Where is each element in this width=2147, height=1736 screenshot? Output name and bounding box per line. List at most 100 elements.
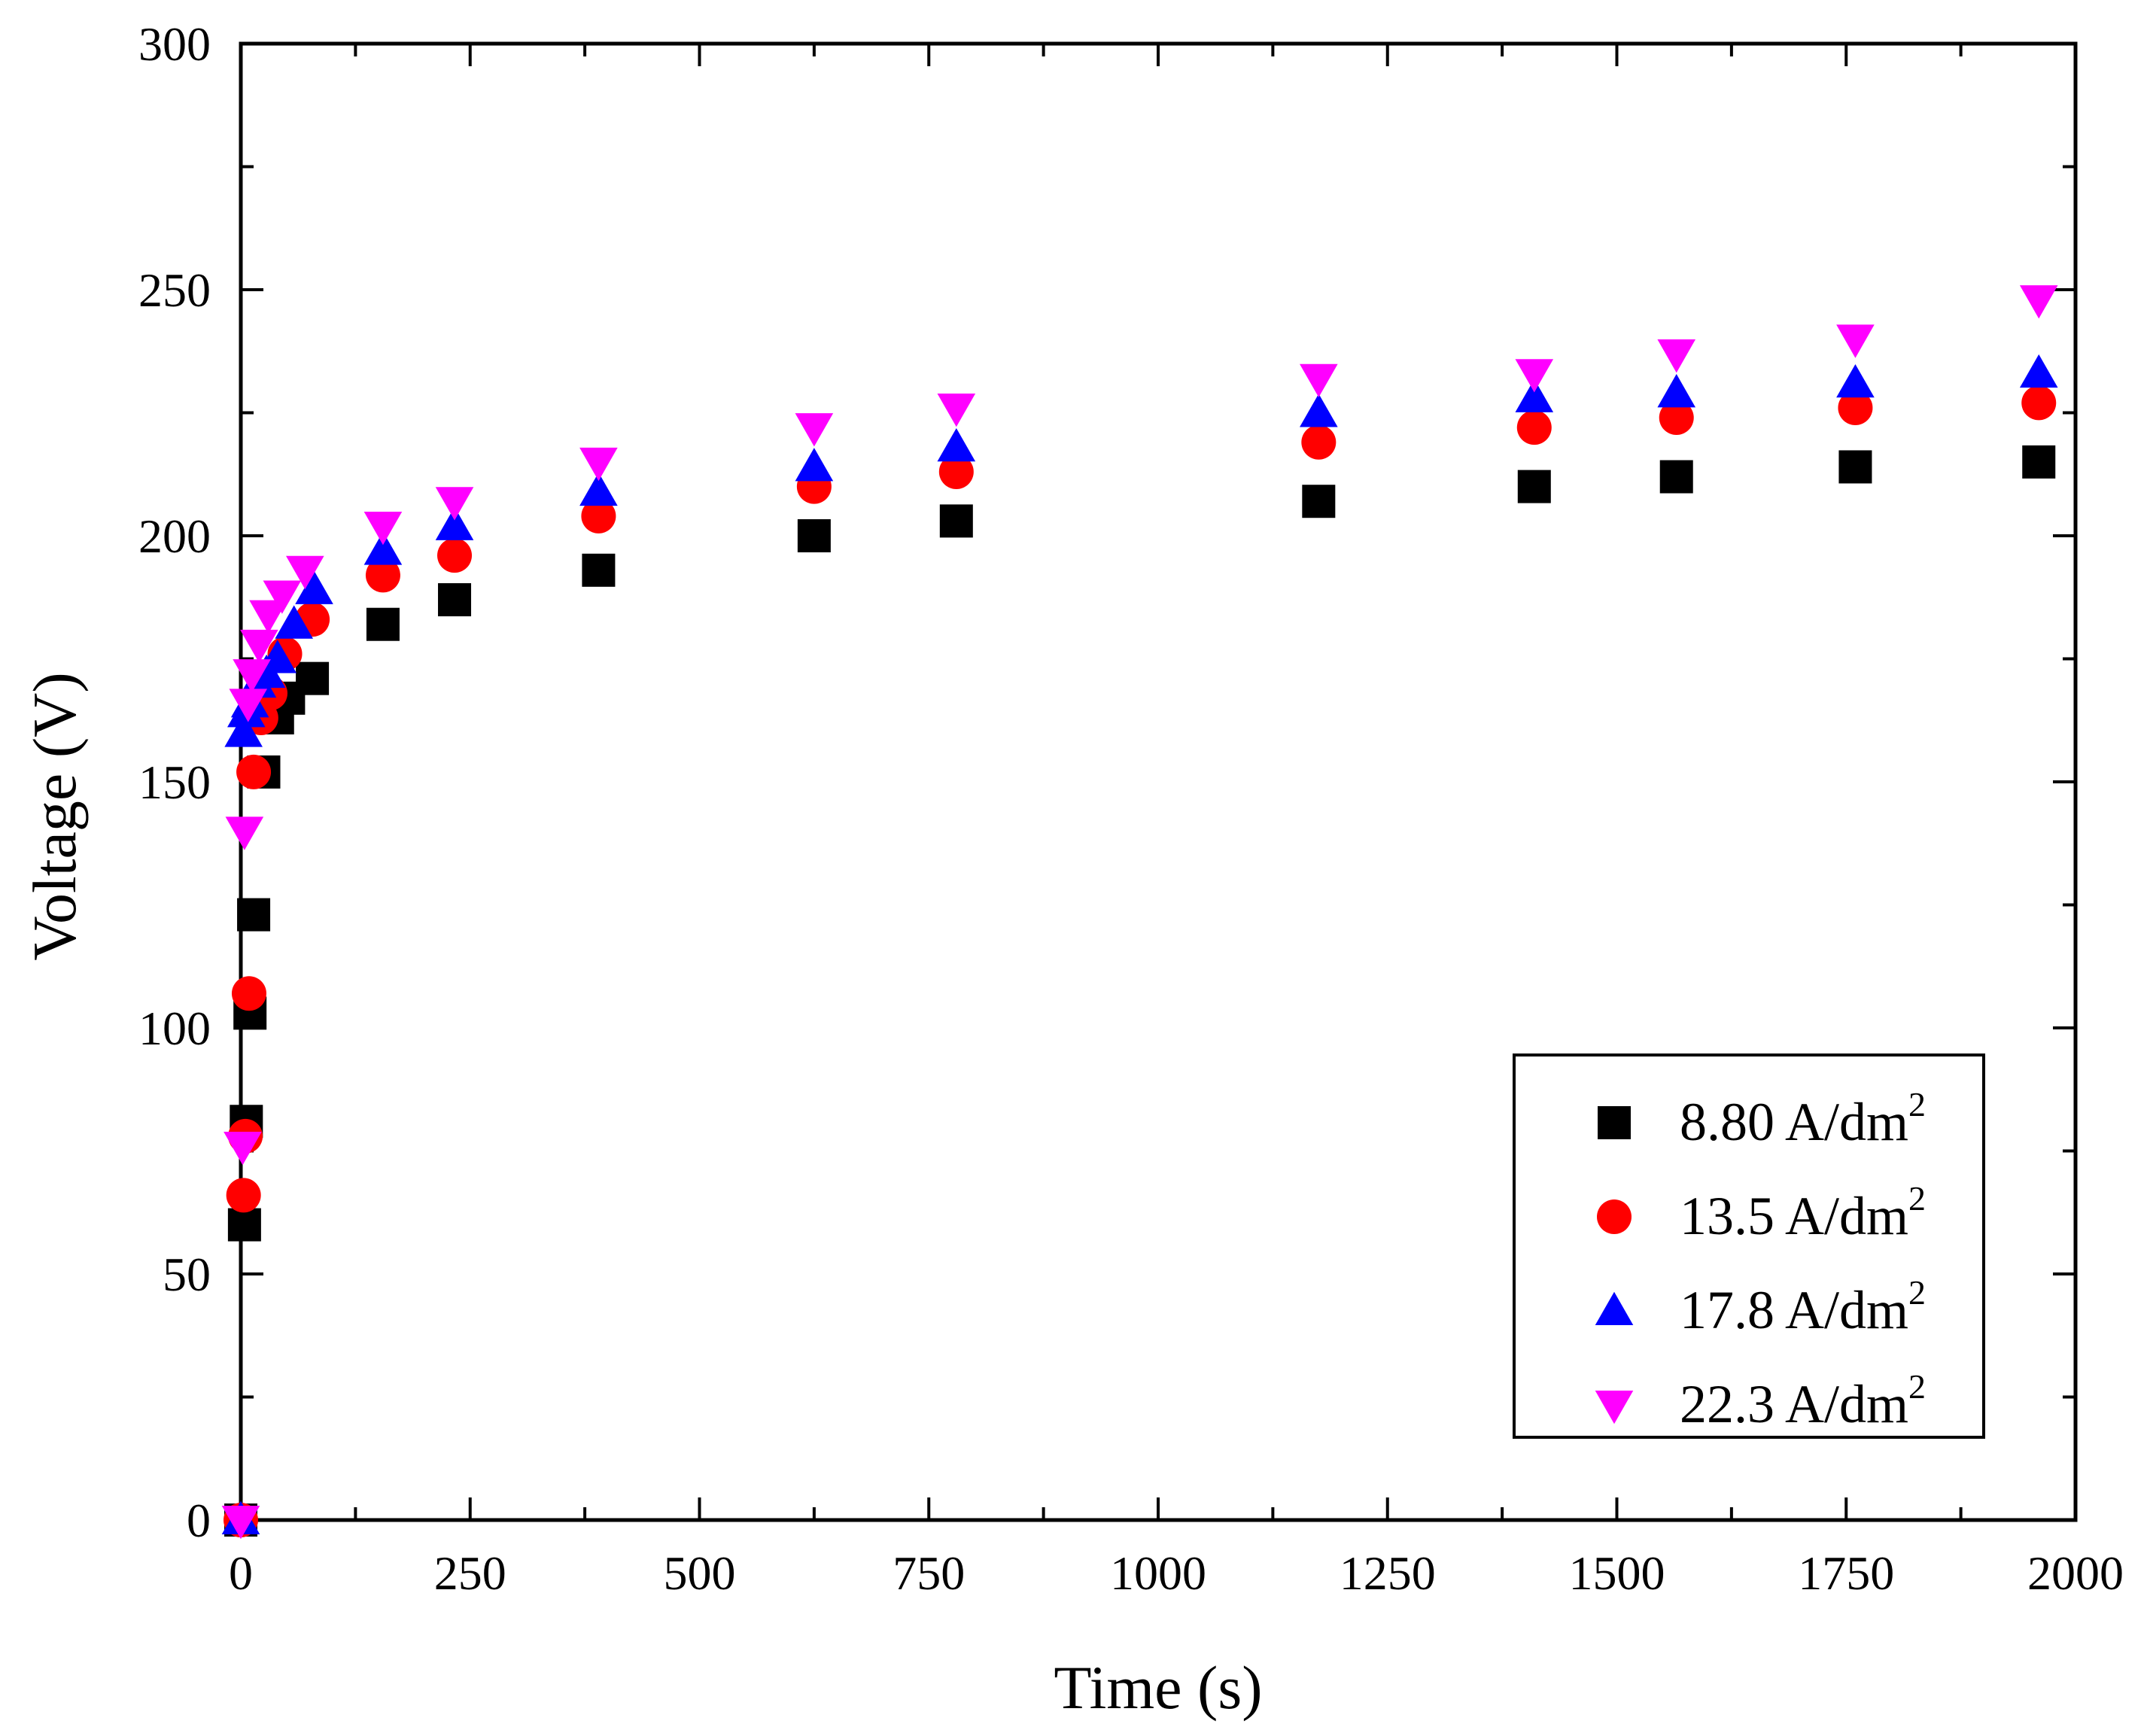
data-point xyxy=(263,580,302,614)
data-point xyxy=(435,487,474,521)
data-point xyxy=(1836,363,1875,398)
y-tick-label: 100 xyxy=(138,1002,211,1055)
legend-label-3: 17.8 A/dm2 xyxy=(1680,1273,1926,1340)
x-tick-label: 500 xyxy=(664,1546,736,1600)
data-point xyxy=(1517,470,1551,503)
legend-label-4: 22.3 A/dm2 xyxy=(1680,1367,1926,1434)
y-tick-label: 0 xyxy=(187,1494,211,1547)
data-point xyxy=(1516,410,1552,445)
series-3 xyxy=(221,354,2058,1534)
data-point xyxy=(1659,460,1693,494)
data-point xyxy=(1300,394,1338,427)
data-point xyxy=(2019,354,2058,388)
legend-entry-1: 8.80 A/dm2 xyxy=(1680,1085,1926,1152)
data-point xyxy=(1301,424,1337,460)
data-point xyxy=(937,427,976,462)
data-point xyxy=(2019,285,2058,319)
axis-ticks xyxy=(239,42,2077,1522)
data-point xyxy=(937,393,976,427)
x-tick-label: 1500 xyxy=(1569,1546,1665,1600)
data-point xyxy=(249,600,287,634)
data-point xyxy=(1657,374,1696,408)
x-tick-label: 1750 xyxy=(1798,1546,1894,1600)
data-point xyxy=(286,555,324,590)
data-point xyxy=(224,1131,262,1166)
data-point xyxy=(939,504,973,538)
data-point xyxy=(296,661,330,695)
y-tick-label: 250 xyxy=(138,263,211,317)
data-point xyxy=(295,570,333,604)
data-point xyxy=(2021,385,2057,421)
data-point xyxy=(240,629,278,664)
data-point xyxy=(224,713,263,747)
data-point xyxy=(1838,390,1873,425)
x-axis-title: Time (s) xyxy=(1054,1653,1262,1722)
x-tick-label: 0 xyxy=(229,1546,253,1600)
legend-symbol-4 xyxy=(1595,1391,1634,1424)
legend-symbol-3 xyxy=(1595,1291,1634,1325)
data-point xyxy=(2022,445,2056,479)
data-point xyxy=(365,558,400,593)
y-tick-label: 50 xyxy=(163,1248,211,1301)
data-point xyxy=(579,447,618,482)
y-axis-title: Voltage (V) xyxy=(20,672,89,960)
data-point xyxy=(366,607,400,641)
data-point xyxy=(229,689,268,722)
series-4 xyxy=(221,285,2058,1540)
axis-tick-labels: 0 250 500 750 1000 1250 1500 1750 2000 0 50 100 150 2… xyxy=(138,17,2124,1600)
x-tick-label: 2000 xyxy=(2027,1546,2124,1600)
data-point xyxy=(233,659,271,693)
data-point xyxy=(582,553,616,587)
data-point xyxy=(435,506,474,540)
legend-entry-4: 22.3 A/dm2 xyxy=(1680,1367,1926,1434)
data-point xyxy=(437,538,473,573)
data-point xyxy=(221,1506,260,1540)
data-point xyxy=(795,413,834,447)
data-point xyxy=(438,583,472,617)
data-point xyxy=(795,448,834,482)
data-point xyxy=(1515,359,1554,393)
data-point xyxy=(1300,363,1338,398)
legend-label-3-sup: 2 xyxy=(1908,1273,1926,1312)
legend-label-2-sup: 2 xyxy=(1908,1179,1926,1218)
legend-label-4-sup: 2 xyxy=(1908,1367,1926,1406)
data-point xyxy=(1657,339,1696,373)
data-point xyxy=(363,531,403,565)
data-point xyxy=(231,976,266,1011)
legend-entry-2: 13.5 A/dm2 xyxy=(1680,1179,1926,1246)
data-point xyxy=(1302,485,1336,518)
legend: 8.80 A/dm2 13.5 A/dm2 17.8 A/dm2 22.3 A/… xyxy=(1513,1053,1985,1439)
data-point xyxy=(1515,379,1554,412)
y-tick-label: 200 xyxy=(138,509,211,563)
legend-symbol-2 xyxy=(1597,1199,1632,1234)
legend-label-2: 13.5 A/dm2 xyxy=(1680,1179,1926,1246)
data-point xyxy=(581,498,616,534)
y-tick-label: 150 xyxy=(138,756,211,809)
legend-box xyxy=(1513,1053,1985,1439)
data-point xyxy=(226,1178,261,1213)
legend-label-1: 8.80 A/dm2 xyxy=(1680,1085,1926,1152)
data-point xyxy=(1838,450,1872,484)
data-point xyxy=(275,605,314,639)
data-point xyxy=(1836,324,1875,358)
legend-symbols xyxy=(1595,1106,1634,1424)
data-point xyxy=(938,454,974,489)
y-tick-label: 300 xyxy=(138,17,211,71)
data-point xyxy=(258,640,297,673)
data-markers xyxy=(221,285,2058,1540)
x-tick-label: 750 xyxy=(893,1546,965,1600)
legend-entry-3: 17.8 A/dm2 xyxy=(1680,1273,1926,1340)
data-point xyxy=(237,898,271,932)
data-point xyxy=(1659,400,1694,436)
data-point xyxy=(225,816,264,850)
legend-label-1-sup: 2 xyxy=(1908,1085,1926,1123)
x-tick-label: 1000 xyxy=(1110,1546,1206,1600)
legend-symbol-1 xyxy=(1598,1106,1631,1139)
data-point xyxy=(579,472,618,506)
x-tick-label: 250 xyxy=(434,1546,506,1600)
x-tick-label: 1250 xyxy=(1340,1546,1436,1600)
data-point xyxy=(363,511,403,546)
data-point xyxy=(797,519,831,552)
data-point xyxy=(227,1208,261,1242)
